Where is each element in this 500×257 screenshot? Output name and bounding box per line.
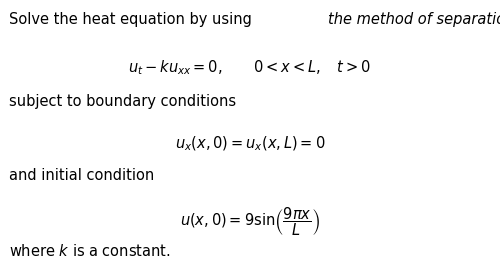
Text: subject to boundary conditions: subject to boundary conditions: [9, 94, 236, 109]
Text: $u_x(x, 0) = u_x(x, L) = 0$: $u_x(x, 0) = u_x(x, L) = 0$: [175, 135, 325, 153]
Text: $u_t - ku_{xx} = 0, \qquad 0 < x < L, \quad t > 0$: $u_t - ku_{xx} = 0, \qquad 0 < x < L, \q…: [128, 58, 372, 77]
Text: where $k$ is a constant.: where $k$ is a constant.: [9, 243, 170, 257]
Text: the method of separation of variables: the method of separation of variables: [328, 12, 500, 26]
Text: Solve the heat equation by using: Solve the heat equation by using: [9, 12, 256, 26]
Text: and initial condition: and initial condition: [9, 168, 154, 183]
Text: $u(x, 0) = 9 \sin\!\left(\dfrac{9\pi x}{L}\right)$: $u(x, 0) = 9 \sin\!\left(\dfrac{9\pi x}{…: [180, 206, 320, 238]
